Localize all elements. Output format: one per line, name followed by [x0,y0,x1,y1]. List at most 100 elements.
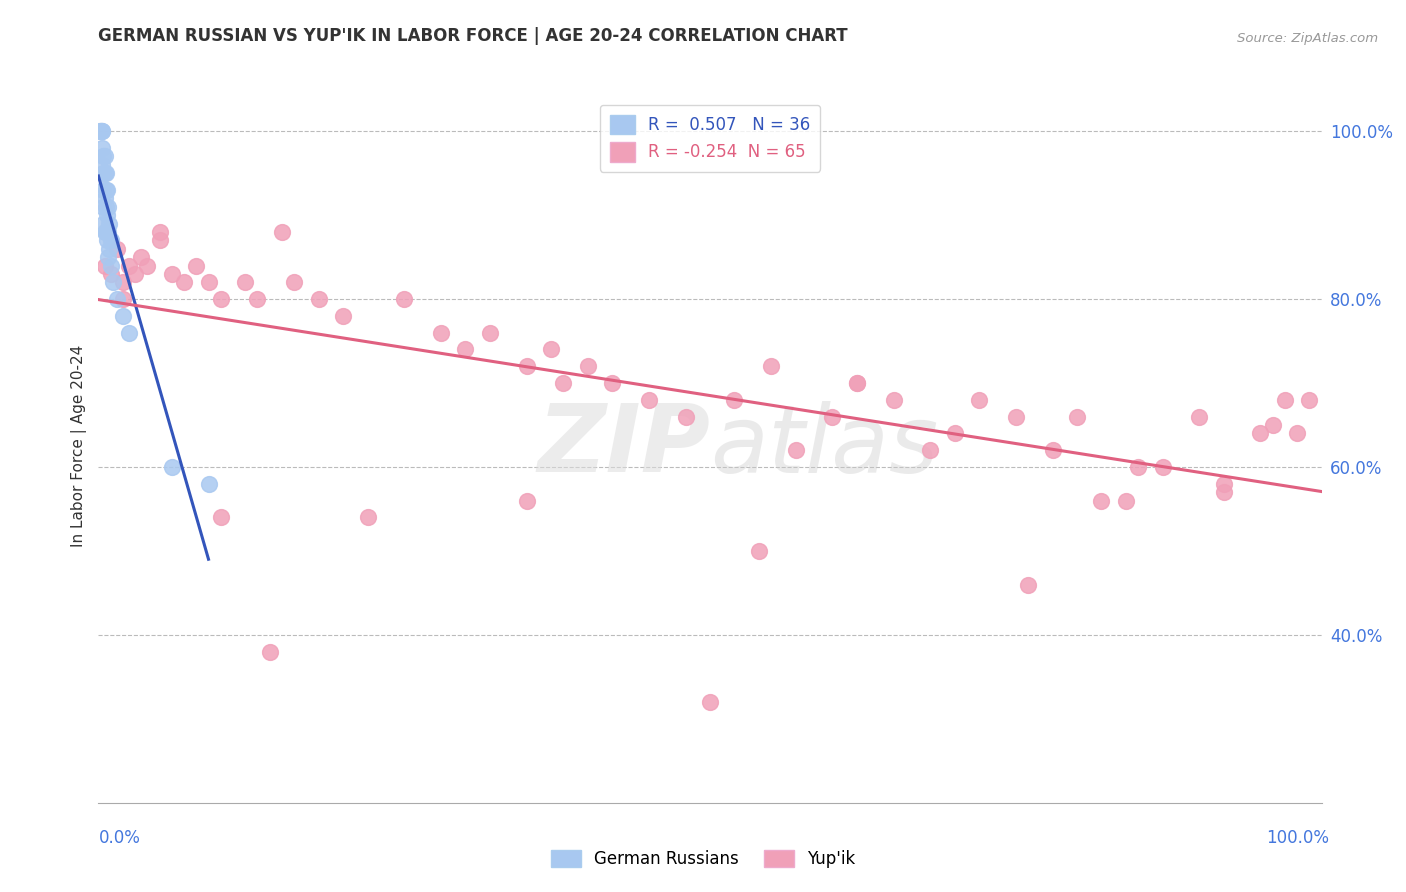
Point [1188,409,1211,424]
Point [93,191,115,205]
Point [308,292,330,306]
Point [1152,460,1174,475]
Point [91,158,114,172]
Point [149,233,172,247]
Point [845,376,868,390]
Legend: R =  0.507   N = 36, R = -0.254  N = 65: R = 0.507 N = 36, R = -0.254 N = 65 [600,104,820,171]
Point [100,233,122,247]
Point [90,124,112,138]
Point [111,292,134,306]
Point [1212,476,1234,491]
Point [576,359,599,374]
Point [100,259,122,273]
Point [1298,392,1320,407]
Point [111,309,134,323]
Point [89,124,111,138]
Point [540,343,562,357]
Point [98,217,121,231]
Point [761,359,783,374]
Point [699,695,721,709]
Point [209,292,232,306]
Point [748,544,770,558]
Point [101,275,124,289]
Point [821,409,844,424]
Point [246,292,269,306]
Point [91,183,114,197]
Point [111,275,134,289]
Point [515,493,537,508]
Point [197,275,219,289]
Point [943,426,966,441]
Point [91,217,114,231]
Point [723,392,745,407]
Point [97,225,120,239]
Point [97,200,120,214]
Point [1066,409,1088,424]
Point [430,326,453,340]
Point [845,376,868,390]
Point [259,645,281,659]
Point [186,259,208,273]
Point [91,141,114,155]
Point [675,409,697,424]
Point [1286,426,1309,441]
Point [96,233,118,247]
Point [160,460,183,475]
Point [91,124,114,138]
Text: 0.0%: 0.0% [98,830,141,847]
Point [93,225,115,239]
Point [1249,426,1271,441]
Point [392,292,416,306]
Text: Source: ZipAtlas.com: Source: ZipAtlas.com [1237,31,1378,45]
Point [91,166,114,180]
Point [332,309,354,323]
Point [91,149,114,163]
Point [160,267,183,281]
Point [129,250,152,264]
Point [883,392,905,407]
Point [1261,417,1284,432]
Point [124,267,146,281]
Point [93,259,115,273]
Point [454,343,477,357]
Point [553,376,575,390]
Point [637,392,661,407]
Point [600,376,623,390]
Point [97,250,120,264]
Point [967,392,990,407]
Point [94,183,117,197]
Point [1042,443,1064,458]
Text: ZIP: ZIP [537,400,710,492]
Point [94,166,117,180]
Text: atlas: atlas [710,401,938,491]
Point [515,359,537,374]
Point [478,326,501,340]
Point [100,267,122,281]
Point [93,149,115,163]
Point [98,242,121,256]
Point [283,275,305,289]
Point [785,443,807,458]
Point [1212,485,1234,500]
Point [149,225,172,239]
Point [118,259,141,273]
Point [90,124,112,138]
Point [209,510,232,524]
Point [94,225,117,239]
Point [91,200,114,214]
Point [93,166,115,180]
Point [96,183,118,197]
Point [118,326,141,340]
Text: GERMAN RUSSIAN VS YUP'IK IN LABOR FORCE | AGE 20-24 CORRELATION CHART: GERMAN RUSSIAN VS YUP'IK IN LABOR FORCE … [98,27,848,45]
Point [270,225,294,239]
Point [96,208,118,222]
Point [1128,460,1150,475]
Point [920,443,942,458]
Point [173,275,195,289]
Text: 100.0%: 100.0% [1265,830,1329,847]
Point [1004,409,1026,424]
Point [105,242,128,256]
Point [136,259,159,273]
Legend: German Russians, Yup'ik: German Russians, Yup'ik [544,843,862,875]
Y-axis label: In Labor Force | Age 20-24: In Labor Force | Age 20-24 [72,345,87,547]
